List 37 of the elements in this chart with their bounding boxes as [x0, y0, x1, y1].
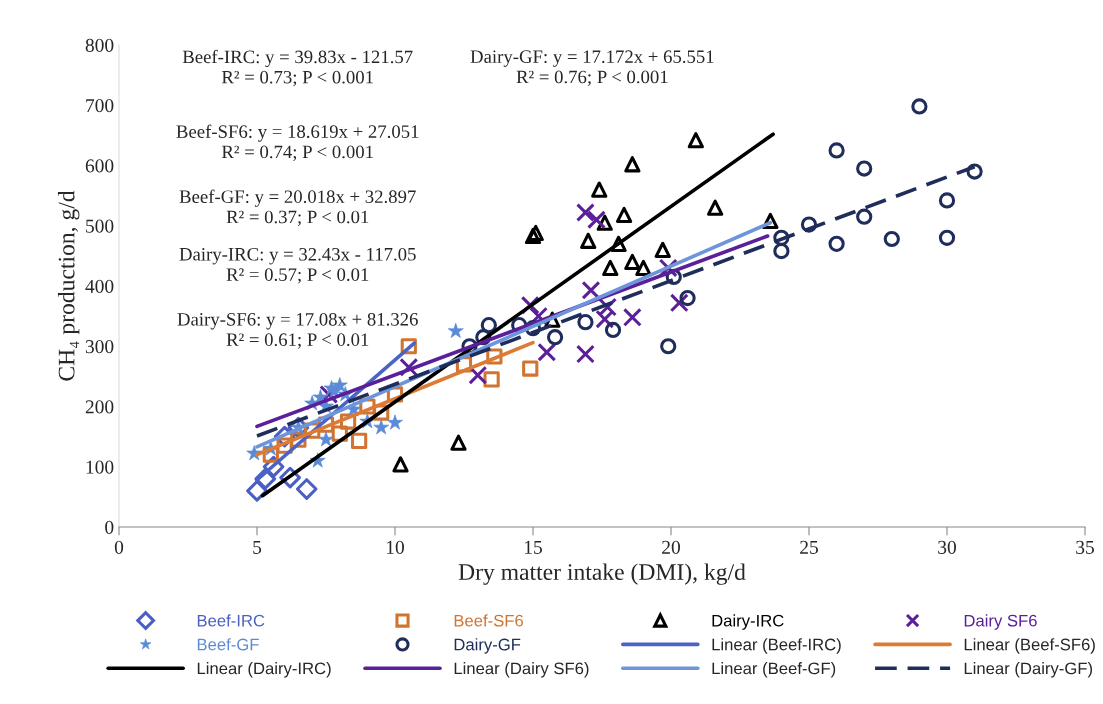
x-tick-label: 25: [800, 540, 818, 554]
legend-label: Linear (Dairy-GF): [964, 662, 1093, 678]
y-tick-label: 100: [86, 460, 114, 474]
y-tick-label: 700: [86, 99, 114, 113]
y-tick-label: 0: [105, 520, 114, 534]
annotation: Dairy-SF6: y = 17.08x + 81.326 R² = 0.61; P < 0.01: [177, 313, 418, 349]
annotation: Beef-SF6: y = 18.619x + 27.051 R² = 0.74; P < 0.001: [176, 124, 419, 161]
text: Beef-GF: [197, 638, 259, 651]
annotation: Dairy-GF: y = 17.172x + 65.551 R² = 0.76; P < 0.001: [470, 50, 714, 86]
x-tick-label: 5: [253, 540, 262, 554]
y-tick-label: 300: [85, 340, 114, 354]
text: Beef-SF6: [454, 614, 524, 627]
x-tick-label: 10: [386, 540, 404, 554]
y-tick-label: 800: [85, 38, 114, 52]
text: Dairy-IRC: [712, 614, 784, 630]
legend-label: Linear (Beef-SF6): [964, 638, 1095, 654]
annotation: Beef-GF: y = 20.018x + 32.897 R² = 0.37; P < 0.01: [179, 189, 416, 226]
text: Dairy SF6: [964, 614, 1037, 630]
y-tick-label: 200: [85, 400, 114, 414]
text: Dairy-GF: [454, 638, 521, 654]
x-tick-label: 0: [114, 540, 124, 554]
y-tick-label: 500: [86, 219, 114, 233]
y-axis-title: CH₄ production, g/d: [57, 190, 80, 381]
x-tick-label: 15: [524, 540, 542, 554]
x-tick-label: 30: [938, 540, 956, 554]
x-axis-title: Dry matter intake (DMI), kg/d: [458, 563, 746, 585]
legend-label: Linear (Dairy SF6): [454, 662, 589, 678]
x-tick-label: 35: [1076, 540, 1094, 554]
legend-label: Linear (Dairy-IRC): [197, 662, 331, 678]
legend-label: Linear (Beef-GF): [712, 662, 836, 678]
y-tick-label: 400: [85, 279, 114, 293]
annotation: Beef-IRC: y = 39.83x - 121.57 R² = 0.73; P < 0.001: [182, 49, 413, 87]
y-tick-label: 600: [85, 159, 114, 173]
annotation: Dairy-IRC: y = 32.43x - 117.05 R² = 0.57; P < 0.01: [179, 247, 416, 284]
legend-label: Linear (Beef-IRC): [712, 638, 841, 654]
x-tick-label: 20: [662, 540, 680, 554]
text: Beef-IRC: [197, 614, 265, 627]
